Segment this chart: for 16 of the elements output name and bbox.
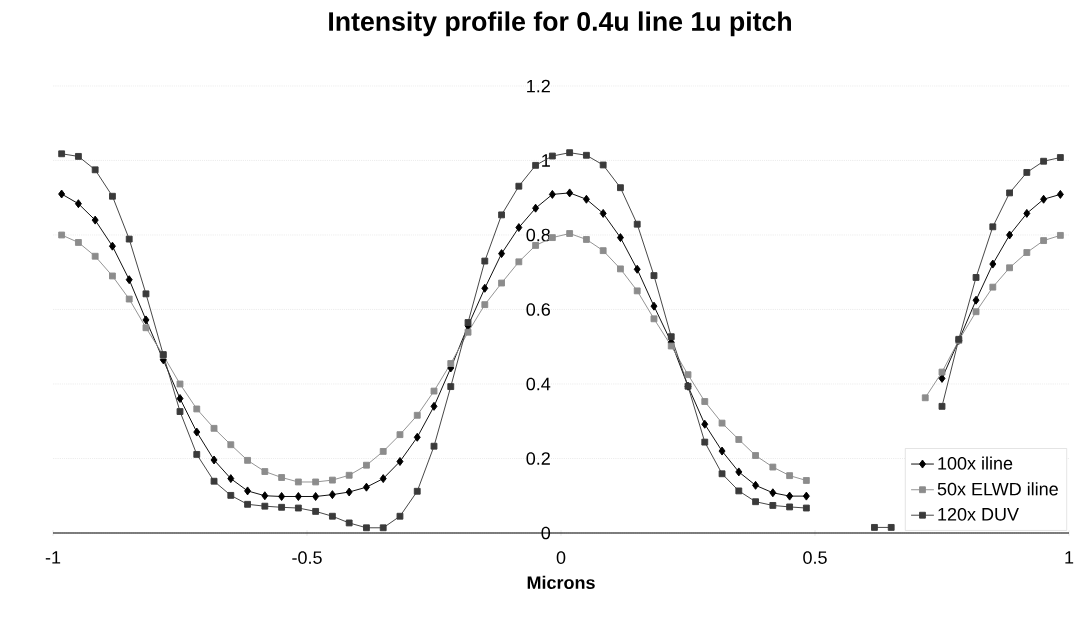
y-tick-label: 0.2 xyxy=(526,452,550,465)
y-tick-label: 0 xyxy=(541,526,551,540)
legend-label: 120x DUV xyxy=(938,507,1019,521)
x-tick-label: 0 xyxy=(556,551,566,564)
x-tick-label: -0.5 xyxy=(292,551,322,564)
legend-label: 50x ELWD iline xyxy=(937,482,1058,496)
x-axis-title: Microns xyxy=(527,575,595,589)
x-tick-label: 1 xyxy=(1065,551,1074,564)
y-tick-label: 0.6 xyxy=(526,303,550,316)
y-tick-label: 0.8 xyxy=(526,228,550,242)
x-tick-label: 0.5 xyxy=(803,551,827,564)
y-tick-label: 1.2 xyxy=(527,79,550,93)
y-tick-label: 0.4 xyxy=(526,377,551,391)
legend-label: 100x iline xyxy=(938,456,1013,470)
x-tick-label: -1 xyxy=(45,551,61,564)
chart-title: Intensity profile for 0.4u line 1u pitch xyxy=(329,11,791,37)
